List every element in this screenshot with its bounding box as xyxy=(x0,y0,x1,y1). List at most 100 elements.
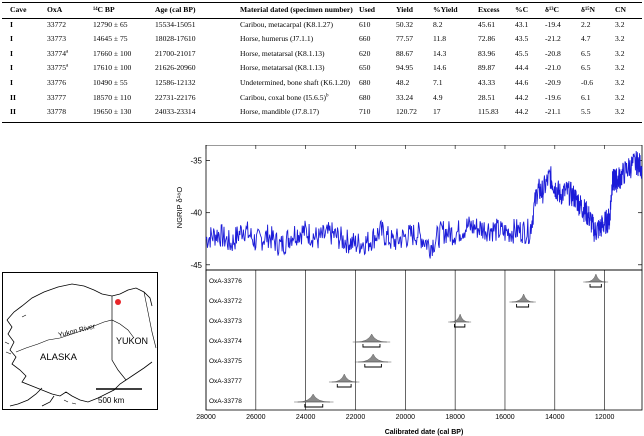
cell-text: 18570 ± 110 xyxy=(93,92,132,102)
cell-used: 660 xyxy=(359,34,370,43)
cell-text: 17 xyxy=(433,107,441,117)
cell-material: Horse, humerus (J7.1.1) xyxy=(240,34,313,43)
header-cn: CN xyxy=(615,5,626,14)
cell-c14: 17660 ± 100 xyxy=(93,49,131,58)
cell-text: 44.6 xyxy=(515,78,529,88)
cell-text: -0.6 xyxy=(581,78,594,88)
calibration-panel: 28000 26000 24000 22000 20000 18000 16000 14000… xyxy=(196,269,643,436)
cell-pct-yield: 17 xyxy=(433,107,441,116)
cell-yield: 88.67 xyxy=(396,49,413,58)
cell-d13c: -20.8 xyxy=(545,49,561,58)
cell-text: 10490 ± 55 xyxy=(93,78,128,88)
cell-excess: 28.51 xyxy=(478,93,495,102)
cell-text: 15534-15051 xyxy=(155,19,196,29)
cell-d13c: -19.4 xyxy=(545,20,561,29)
cell-excess: 115.83 xyxy=(478,107,499,116)
cell-oxa: 33778 xyxy=(47,107,66,116)
cell-d13c: -19.6 xyxy=(545,93,561,102)
header-yield: Yield xyxy=(396,5,414,14)
cell-text: -19.4 xyxy=(545,19,561,29)
cell-c14: 18570 ± 110 xyxy=(93,93,131,102)
cell-oxa: 33775a xyxy=(47,63,68,72)
cell-text: 3.2 xyxy=(615,92,625,102)
cell-yield: 77.57 xyxy=(396,34,413,43)
x-tick-label: 26000 xyxy=(246,414,266,421)
footnote-marker: a xyxy=(65,63,69,69)
calibration-frame xyxy=(205,269,643,411)
cell-material: Horse, mandible (J7.8.17) xyxy=(240,107,319,116)
site-marker xyxy=(115,299,121,305)
cell-d15n: 6.5 xyxy=(581,49,591,58)
islands xyxy=(4,314,77,405)
header-cave: Cave xyxy=(10,5,27,14)
cell-text: 33778 xyxy=(47,107,66,117)
cell-text: 6.1 xyxy=(581,92,591,102)
cell-text: 33777 xyxy=(47,92,66,102)
cell-material: Caribou, coxal bone (I5.6.5)b xyxy=(240,93,329,102)
cell-age: 18028-17610 xyxy=(155,34,196,43)
cell-excess: 83.96 xyxy=(478,49,495,58)
cell-text: 33774 xyxy=(47,48,66,58)
cell-pct-yield: 14.6 xyxy=(433,63,446,72)
cell-used: 610 xyxy=(359,20,370,29)
cell-cn: 3.2 xyxy=(615,34,625,43)
cell-pct-c: 43.5 xyxy=(515,34,528,43)
cell-text: 5.5 xyxy=(581,107,591,117)
cell-text: 48.2 xyxy=(396,78,410,88)
cell-text: 33.24 xyxy=(396,92,414,102)
cell-yield: 120.72 xyxy=(396,107,417,116)
cell-excess: 89.87 xyxy=(478,63,495,72)
header-used: Used xyxy=(359,5,376,14)
sample-label: OxA-33775 xyxy=(209,358,242,365)
cell-text: I xyxy=(10,19,13,29)
cell-text: Horse, mandible (J7.8.17) xyxy=(240,107,320,117)
range-bracket xyxy=(336,384,352,388)
cell-d13c: -20.9 xyxy=(545,78,561,87)
cell-text: 14.3 xyxy=(433,48,447,58)
yukon-east-border xyxy=(143,291,157,349)
table-row: II 33778 19650 ± 130 24033-23314 Horse, mand… xyxy=(2,104,642,119)
x-tick-label: 18000 xyxy=(445,414,465,421)
cell-cave: II xyxy=(10,107,16,116)
cell-cave: I xyxy=(10,63,13,72)
cell-text: I xyxy=(10,34,13,44)
cell-text: 620 xyxy=(359,48,371,58)
cell-age: 24033-23314 xyxy=(155,107,196,116)
cell-age: 15534-15051 xyxy=(155,20,196,29)
probability-distribution xyxy=(358,353,389,363)
cell-cn: 3.2 xyxy=(615,107,625,116)
cell-d15n: 6.5 xyxy=(581,63,591,72)
table-bottom-rule xyxy=(2,122,642,123)
cell-text: 650 xyxy=(359,63,371,73)
scale-label: 500 km xyxy=(98,396,125,405)
cell-text: 6.5 xyxy=(581,63,591,73)
cell-text: 94.95 xyxy=(396,63,414,73)
ngrip-panel: -35 -40 -45 NGRIP δ¹⁸O xyxy=(175,145,643,271)
cell-text: 44.4 xyxy=(515,63,529,73)
cell-d13c: -21.2 xyxy=(545,34,561,43)
chart-panel: -35 -40 -45 NGRIP δ¹⁸O 28000 26000 24000 22000… xyxy=(175,145,643,436)
cell-text: 4.9 xyxy=(433,92,443,102)
cell-pct-c: 44.6 xyxy=(515,78,528,87)
y-axis-label: NGRIP δ¹⁸O xyxy=(175,187,184,229)
results-table: Cave OxA ¹⁴C BP Age (cal BP) Material da… xyxy=(2,2,642,123)
probability-distribution xyxy=(331,373,357,383)
cell-text: 19650 ± 130 xyxy=(93,107,132,117)
cell-pct-c: 44.2 xyxy=(515,93,528,102)
y-tick-label: -40 xyxy=(190,209,202,218)
cell-text: 50.32 xyxy=(396,19,414,29)
cell-text: 33776 xyxy=(47,78,66,88)
cell-yield: 33.24 xyxy=(396,93,413,102)
range-bracket xyxy=(362,344,381,348)
cell-text: Horse, metatarsal (K8.1.13) xyxy=(240,63,325,73)
cell-text: -20.9 xyxy=(545,78,561,88)
cell-text: 680 xyxy=(359,92,371,102)
cell-text: 4.7 xyxy=(581,34,591,44)
probability-distribution xyxy=(585,273,606,283)
map-frame xyxy=(2,272,158,410)
cell-text: 83.96 xyxy=(478,48,496,58)
cell-pct-c: 44.2 xyxy=(515,107,528,116)
cell-used: 620 xyxy=(359,49,370,58)
cell-text: 89.87 xyxy=(478,63,496,73)
cell-text: 44.2 xyxy=(515,92,529,102)
